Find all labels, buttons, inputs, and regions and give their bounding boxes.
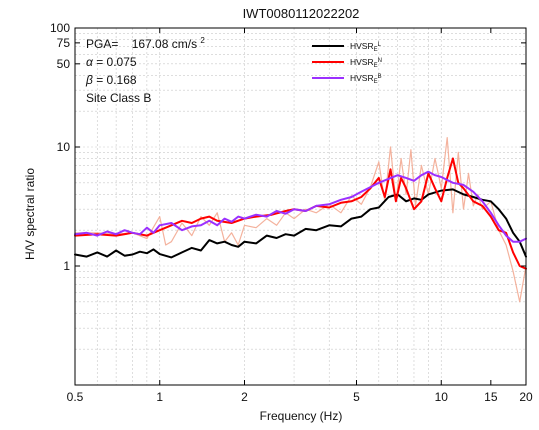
series-line-2 xyxy=(74,157,527,270)
legend-label: HVSREL xyxy=(350,41,382,53)
legend-label: HVSREB xyxy=(350,73,382,85)
y-tick-label: 10 xyxy=(57,140,71,154)
x-tick-label: 5 xyxy=(353,390,360,404)
x-tick-label: 2 xyxy=(241,390,248,404)
y-tick-label: 50 xyxy=(57,57,71,71)
beta-symbol: β xyxy=(85,73,93,87)
series-line-1 xyxy=(74,188,527,259)
annotation-box: PGA= 167.08 cm/s 2 α = 0.075 β = 0.168 S… xyxy=(85,36,205,105)
beta-annotation: β = 0.168 xyxy=(85,73,137,87)
x-tick-label: 0.5 xyxy=(67,390,84,404)
pga-value: 167.08 cm/s xyxy=(132,37,197,51)
x-axis-label: Frequency (Hz) xyxy=(260,409,343,423)
series-line-3 xyxy=(74,170,527,243)
x-tick-label: 20 xyxy=(519,390,533,404)
chart-title: IWT0080112022202 xyxy=(243,6,360,21)
series-layer xyxy=(74,137,527,303)
alpha-value: = 0.075 xyxy=(96,55,137,69)
pga-annotation: PGA= 167.08 cm/s 2 xyxy=(86,36,205,51)
grid xyxy=(75,28,526,385)
alpha-annotation: α = 0.075 xyxy=(86,55,137,69)
plot-frame xyxy=(74,27,527,386)
x-tick-label: 15 xyxy=(484,390,498,404)
legend: HVSREL HVSREN HVSREB xyxy=(312,41,382,85)
y-tick-label: 100 xyxy=(50,21,70,35)
x-tick-label: 10 xyxy=(435,390,449,404)
beta-value: = 0.168 xyxy=(96,73,137,87)
pga-unit-exponent: 2 xyxy=(200,36,205,45)
x-tick-label: 1 xyxy=(156,390,163,404)
series-line-background xyxy=(74,137,527,303)
legend-label: HVSREN xyxy=(350,57,382,69)
site-class-annotation: Site Class B xyxy=(86,91,151,105)
y-axis-label: H/V spectral ratio xyxy=(23,168,37,260)
alpha-symbol: α xyxy=(86,55,94,69)
y-tick-label: 1 xyxy=(63,259,70,273)
pga-label: PGA= xyxy=(86,37,118,51)
y-tick-label: 75 xyxy=(57,36,71,50)
